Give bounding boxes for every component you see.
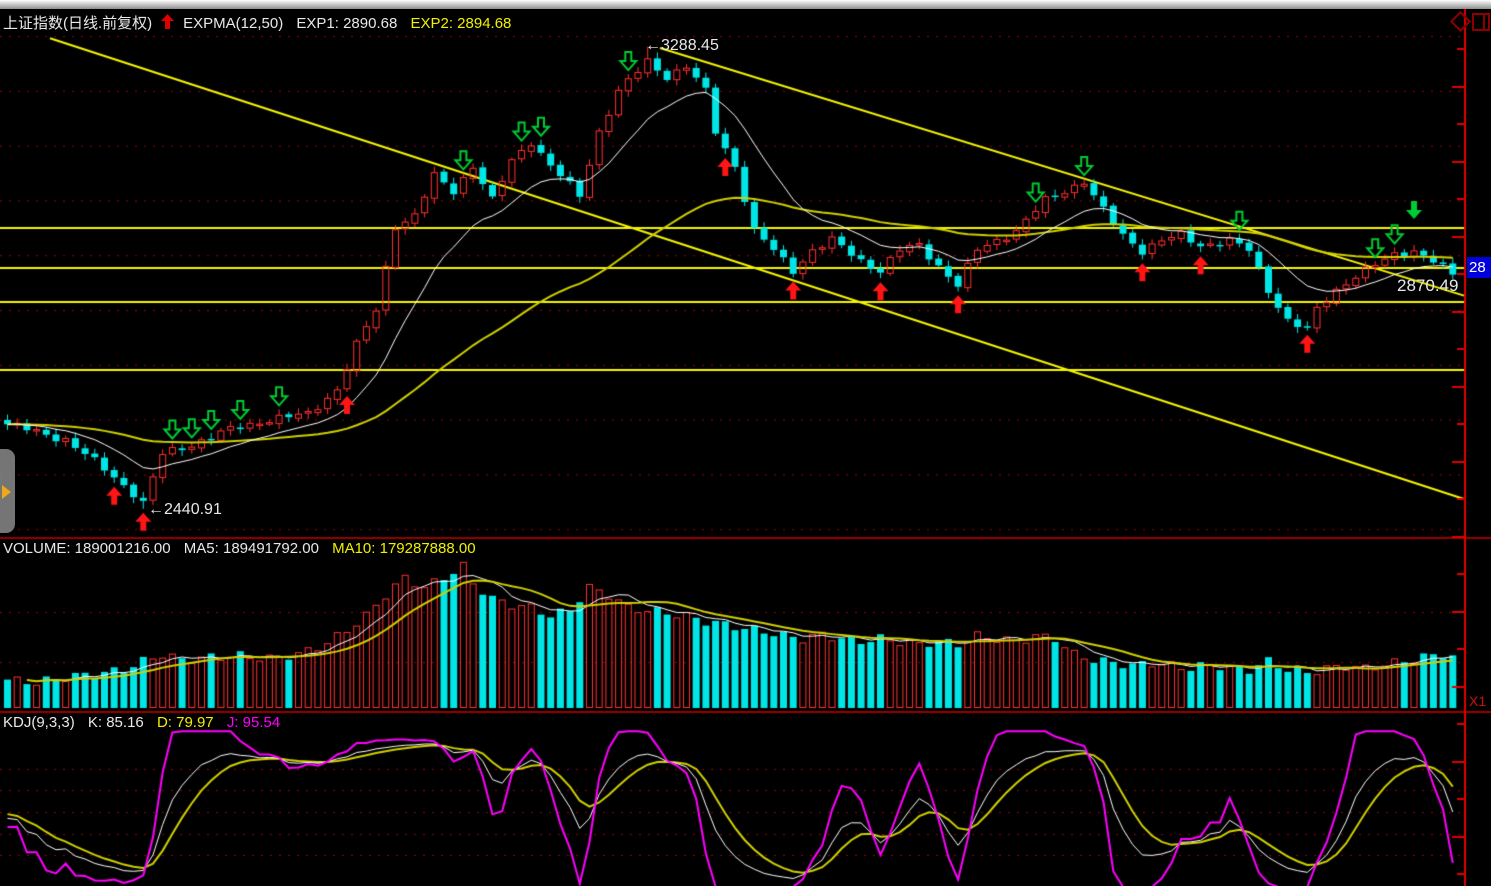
window-titlebar[interactable] [0,0,1491,9]
exp1-value: EXP1: 2890.68 [296,15,398,32]
volume-ma10-value: MA10: 179287888.00 [332,540,476,557]
kdj-d-value: D: 79.97 [156,714,214,731]
sidebar-expander-handle[interactable] [0,449,15,533]
expand-arrow-icon [2,485,11,499]
kdj-j-value: J: 95.54 [226,714,281,731]
exp2-value: EXP2: 2894.68 [410,15,512,32]
kdj-k-value: K: 85.16 [87,714,144,731]
last-price-annotation: 2870.49 [1397,276,1459,295]
volume-ma5-value: MA5: 189491792.00 [183,540,319,557]
window-restore-icon[interactable] [1472,13,1490,31]
low-price-annotation: ←2440.91 [148,501,222,518]
kdj-header: KDJ(9,3,3) K: 85.16 D: 79.97 J: 95.54 [3,714,289,731]
main-chart-header: 上证指数(日线.前复权) EXPMA(12,50) EXP1: 2890.68 E… [3,12,520,33]
indicator-name: EXPMA(12,50) [183,15,284,32]
up-arrow-icon [161,14,175,33]
high-price-annotation: ←3288.45 [645,37,719,54]
price-axis-badge: 28 [1467,257,1491,278]
volume-value: VOLUME: 189001216.00 [3,540,171,557]
kdj-name: KDJ(9,3,3) [3,714,75,731]
volume-header: VOLUME: 189001216.00 MA5: 189491792.00 M… [3,540,485,557]
instrument-title: 上证指数(日线.前复权) [3,15,153,32]
x1-scale-label: X1 [1469,693,1487,709]
